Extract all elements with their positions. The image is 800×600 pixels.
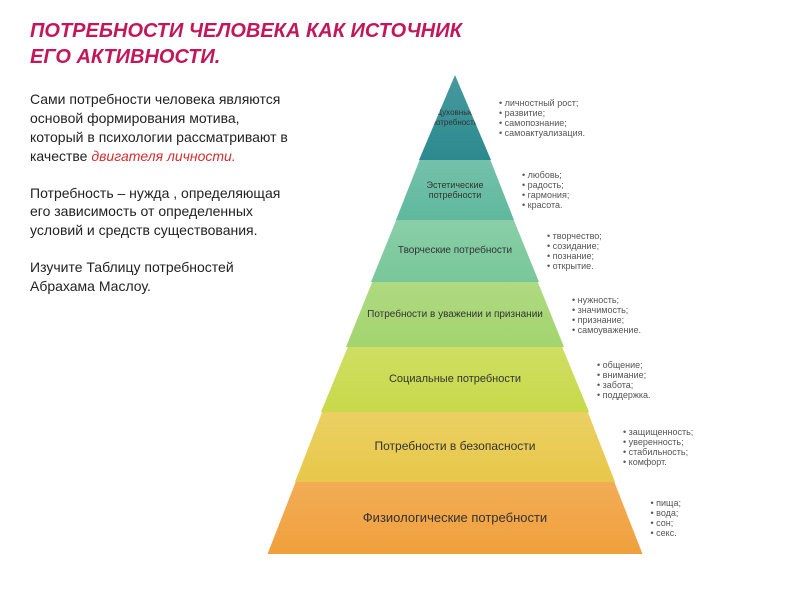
bullet-item: нужность; <box>572 295 641 305</box>
bullet-item: значимость; <box>572 305 641 315</box>
page-title: ПОТРЕБНОСТИ ЧЕЛОВЕКА КАК ИСТОЧНИК ЕГО АК… <box>30 18 470 70</box>
bullet-item: пища; <box>651 498 681 508</box>
bullet-item: секс. <box>651 528 681 538</box>
bullet-item: красота. <box>522 200 569 210</box>
pyramid-layer-bullets: общение;внимание;забота;поддержка. <box>589 360 651 400</box>
paragraph-3: Изучите Таблицу потребностей Абрахама Ма… <box>30 258 290 296</box>
pyramid-layer-wrap: защищенность;уверенность;стабильность;ко… <box>295 412 615 482</box>
bullet-item: гармония; <box>522 190 569 200</box>
pyramid-layer-wrap: личностный рост;развитие;самопознание;са… <box>419 75 491 160</box>
bullet-item: творчество; <box>547 231 602 241</box>
title-block: ПОТРЕБНОСТИ ЧЕЛОВЕКА КАК ИСТОЧНИК ЕГО АК… <box>0 0 500 78</box>
bullet-item: развитие; <box>499 108 585 118</box>
pyramid-layer-bullets: личностный рост;развитие;самопознание;са… <box>491 98 585 138</box>
bullet-item: самопознание; <box>499 118 585 128</box>
pyramid-layer-wrap: творчество;созидание;познание;открытие. <box>371 220 539 282</box>
bullet-item: любовь; <box>522 170 569 180</box>
text-column: Сами потребности человека являются основ… <box>30 78 290 314</box>
pyramid-layer-bullets: пища;вода;сон;секс. <box>643 498 681 538</box>
bullet-item: поддержка. <box>597 390 651 400</box>
pyramid-layer-bullets: нужность;значимость;признание;самоуважен… <box>564 295 641 335</box>
paragraph-2: Потребность – нужда , определяющая его з… <box>30 184 290 241</box>
paragraph-1: Сами потребности человека являются основ… <box>30 90 290 166</box>
pyramid-layer-bullets: любовь;радость;гармония;красота. <box>514 170 569 210</box>
bullet-item: самоактуализация. <box>499 128 585 138</box>
bullet-item: созидание; <box>547 241 602 251</box>
pyramid-layer-bullets: творчество;созидание;познание;открытие. <box>539 231 602 271</box>
bullet-item: внимание; <box>597 370 651 380</box>
pyramid: Духовные потребностиличностный рост;разв… <box>285 75 625 555</box>
pyramid-layer-wrap: пища;вода;сон;секс. <box>268 482 643 554</box>
bullet-item: личностный рост; <box>499 98 585 108</box>
pyramid-layer-wrap: общение;внимание;забота;поддержка. <box>321 347 589 412</box>
pyramid-layer-bullets: защищенность;уверенность;стабильность;ко… <box>615 427 693 467</box>
bullet-item: самоуважение. <box>572 325 641 335</box>
bullet-item: комфорт. <box>623 457 693 467</box>
bullet-item: познание; <box>547 251 602 261</box>
maslow-diagram: Духовные потребностиличностный рост;разв… <box>285 75 795 585</box>
bullet-item: уверенность; <box>623 437 693 447</box>
bullet-item: общение; <box>597 360 651 370</box>
bullet-item: радость; <box>522 180 569 190</box>
bullet-item: вода; <box>651 508 681 518</box>
bullet-item: забота; <box>597 380 651 390</box>
paragraph-1-highlight: двигателя личности. <box>91 148 235 164</box>
pyramid-layer-wrap: любовь;радость;гармония;красота. <box>396 160 514 220</box>
pyramid-layer-wrap: нужность;значимость;признание;самоуважен… <box>346 282 564 347</box>
bullet-item: открытие. <box>547 261 602 271</box>
bullet-item: стабильность; <box>623 447 693 457</box>
bullet-item: защищенность; <box>623 427 693 437</box>
bullet-item: признание; <box>572 315 641 325</box>
bullet-item: сон; <box>651 518 681 528</box>
